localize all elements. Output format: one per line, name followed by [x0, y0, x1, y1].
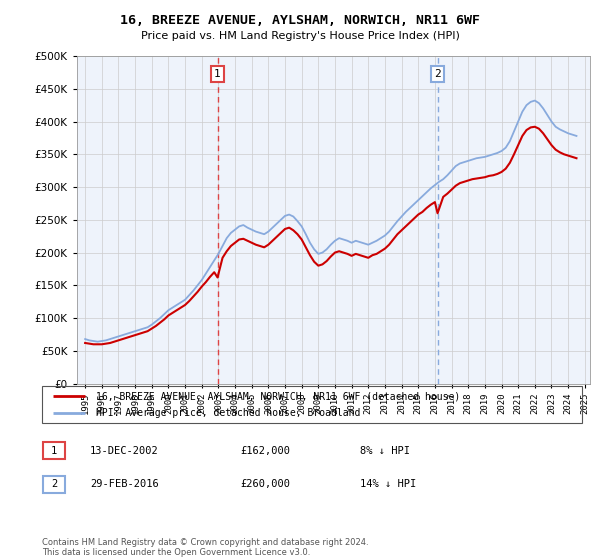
Text: 1: 1	[51, 446, 57, 456]
Text: 29-FEB-2016: 29-FEB-2016	[90, 479, 159, 489]
Text: HPI: Average price, detached house, Broadland: HPI: Average price, detached house, Broa…	[96, 408, 361, 418]
Text: 8% ↓ HPI: 8% ↓ HPI	[360, 446, 410, 456]
Text: 16, BREEZE AVENUE, AYLSHAM, NORWICH, NR11 6WF: 16, BREEZE AVENUE, AYLSHAM, NORWICH, NR1…	[120, 14, 480, 27]
Text: Price paid vs. HM Land Registry's House Price Index (HPI): Price paid vs. HM Land Registry's House …	[140, 31, 460, 41]
Text: Contains HM Land Registry data © Crown copyright and database right 2024.
This d: Contains HM Land Registry data © Crown c…	[42, 538, 368, 557]
Text: 2: 2	[434, 69, 441, 79]
Text: 13-DEC-2002: 13-DEC-2002	[90, 446, 159, 456]
Text: 16, BREEZE AVENUE, AYLSHAM, NORWICH, NR11 6WF (detached house): 16, BREEZE AVENUE, AYLSHAM, NORWICH, NR1…	[96, 391, 460, 401]
Text: 2: 2	[51, 479, 57, 489]
Text: £260,000: £260,000	[240, 479, 290, 489]
Text: 14% ↓ HPI: 14% ↓ HPI	[360, 479, 416, 489]
Text: £162,000: £162,000	[240, 446, 290, 456]
Text: 1: 1	[214, 69, 221, 79]
